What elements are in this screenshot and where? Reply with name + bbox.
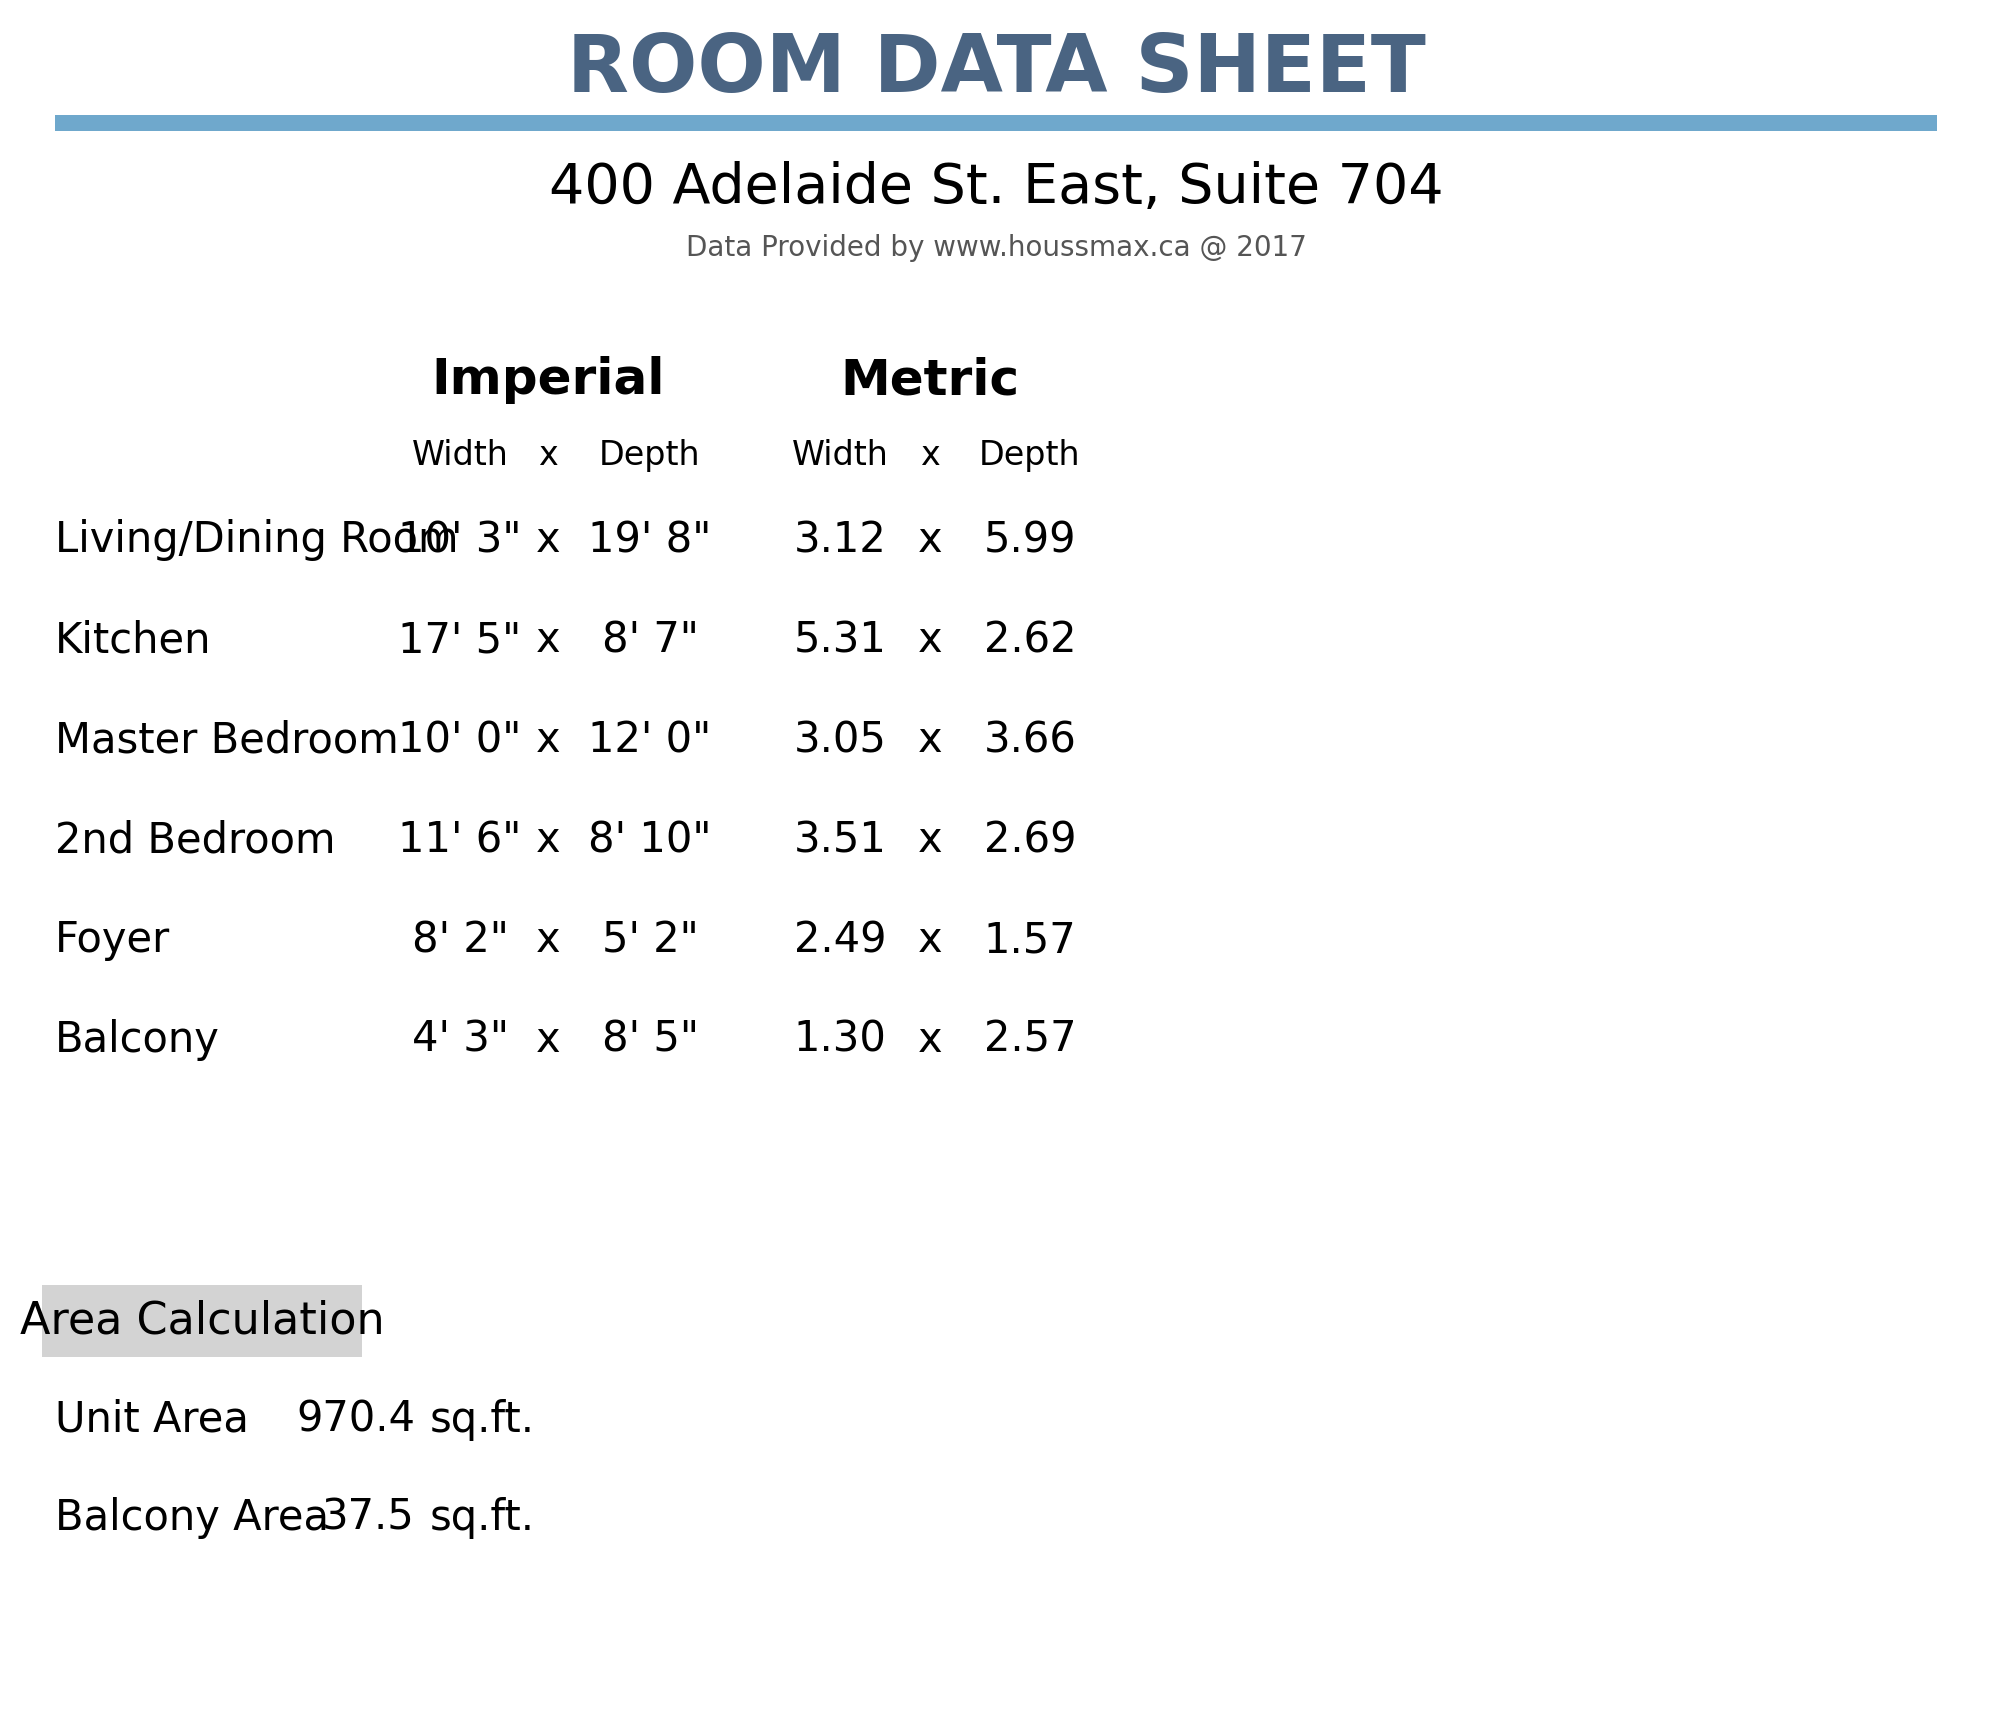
Text: 2.62: 2.62 — [984, 620, 1076, 661]
Bar — [56, 115, 1936, 132]
Text: Width: Width — [791, 438, 888, 471]
Text: 4' 3": 4' 3" — [412, 1019, 508, 1061]
Text: 2.69: 2.69 — [984, 818, 1076, 861]
Text: x: x — [918, 818, 942, 861]
Text: Balcony Area: Balcony Area — [56, 1496, 329, 1539]
Text: x: x — [918, 919, 942, 960]
Text: 400 Adelaide St. East, Suite 704: 400 Adelaide St. East, Suite 704 — [548, 161, 1444, 216]
Bar — [42, 1286, 363, 1358]
Text: 11' 6": 11' 6" — [398, 818, 522, 861]
Text: 5.31: 5.31 — [793, 620, 886, 661]
Text: 5' 2": 5' 2" — [602, 919, 699, 960]
Text: x: x — [536, 1019, 560, 1061]
Text: 17' 5": 17' 5" — [398, 620, 522, 661]
Text: 2nd Bedroom: 2nd Bedroom — [56, 818, 335, 861]
Text: Imperial: Imperial — [430, 356, 665, 404]
Text: 1.30: 1.30 — [793, 1019, 886, 1061]
Text: 3.66: 3.66 — [984, 719, 1076, 762]
Text: 970.4: 970.4 — [297, 1399, 414, 1442]
Text: 5.99: 5.99 — [984, 519, 1076, 562]
Text: Area Calculation: Area Calculation — [20, 1299, 384, 1342]
Text: x: x — [918, 1019, 942, 1061]
Text: ROOM DATA SHEET: ROOM DATA SHEET — [566, 31, 1426, 110]
Text: Unit Area: Unit Area — [56, 1399, 249, 1442]
Text: Width: Width — [412, 438, 508, 471]
Text: x: x — [920, 438, 940, 471]
Text: Depth: Depth — [980, 438, 1082, 471]
Text: x: x — [536, 719, 560, 762]
Text: 37.5: 37.5 — [323, 1496, 414, 1539]
Text: 8' 10": 8' 10" — [588, 818, 711, 861]
Text: x: x — [536, 919, 560, 960]
Text: Depth: Depth — [600, 438, 701, 471]
Text: x: x — [536, 620, 560, 661]
Text: sq.ft.: sq.ft. — [430, 1399, 536, 1442]
Text: 2.57: 2.57 — [984, 1019, 1076, 1061]
Text: Kitchen: Kitchen — [56, 620, 211, 661]
Text: 3.05: 3.05 — [793, 719, 886, 762]
Text: x: x — [918, 719, 942, 762]
Text: Data Provided by www.houssmax.ca @ 2017: Data Provided by www.houssmax.ca @ 2017 — [685, 235, 1307, 262]
Text: Balcony: Balcony — [56, 1019, 219, 1061]
Text: Metric: Metric — [841, 356, 1020, 404]
Text: 12' 0": 12' 0" — [588, 719, 711, 762]
Text: x: x — [536, 818, 560, 861]
Text: 10' 0": 10' 0" — [398, 719, 522, 762]
Text: 10' 3": 10' 3" — [398, 519, 522, 562]
Text: 3.12: 3.12 — [793, 519, 886, 562]
Text: 2.49: 2.49 — [793, 919, 886, 960]
Text: 8' 2": 8' 2" — [412, 919, 508, 960]
Text: 19' 8": 19' 8" — [588, 519, 711, 562]
Text: sq.ft.: sq.ft. — [430, 1496, 536, 1539]
Text: x: x — [918, 519, 942, 562]
Text: Living/Dining Room: Living/Dining Room — [56, 519, 458, 562]
Text: 8' 7": 8' 7" — [602, 620, 699, 661]
Text: 1.57: 1.57 — [984, 919, 1076, 960]
Text: x: x — [536, 519, 560, 562]
Text: 8' 5": 8' 5" — [602, 1019, 699, 1061]
Text: x: x — [538, 438, 558, 471]
Text: 3.51: 3.51 — [793, 818, 886, 861]
Text: Foyer: Foyer — [56, 919, 169, 960]
Text: Master Bedroom: Master Bedroom — [56, 719, 398, 762]
Text: x: x — [918, 620, 942, 661]
